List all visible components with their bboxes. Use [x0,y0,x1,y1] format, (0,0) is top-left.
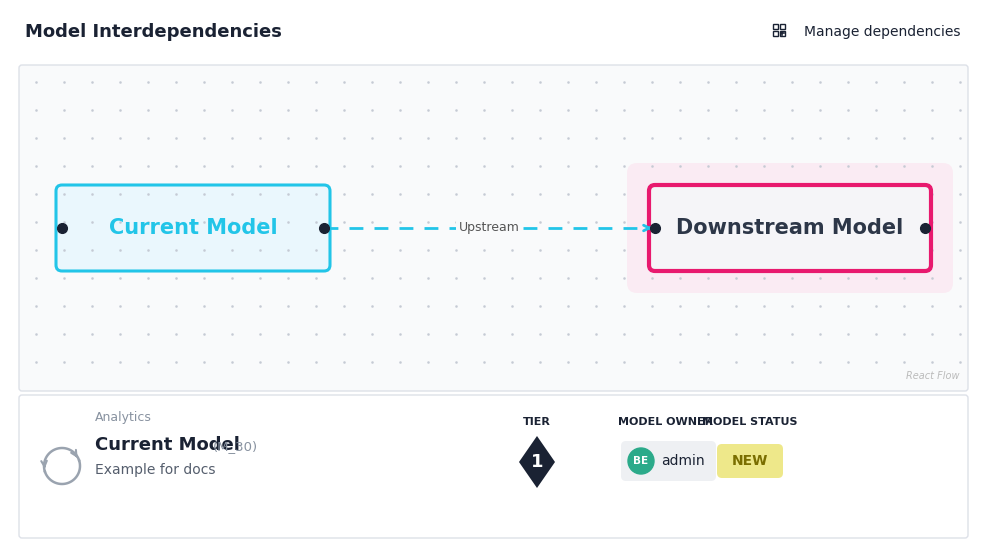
FancyBboxPatch shape [649,185,930,271]
Text: Analytics: Analytics [95,411,152,425]
Text: React Flow: React Flow [904,371,958,381]
Text: Current Model: Current Model [108,218,277,238]
FancyBboxPatch shape [19,65,967,391]
Text: Current Model: Current Model [95,436,240,454]
Text: NEW: NEW [731,454,767,468]
Text: (M_30): (M_30) [213,440,258,453]
Text: MODEL OWNER: MODEL OWNER [618,417,713,427]
FancyBboxPatch shape [626,163,952,293]
Text: MODEL STATUS: MODEL STATUS [701,417,797,427]
Text: Upstream: Upstream [458,221,520,234]
Text: admin: admin [661,454,704,468]
Text: Example for docs: Example for docs [95,463,215,477]
FancyBboxPatch shape [620,441,715,481]
FancyBboxPatch shape [56,185,329,271]
Circle shape [627,448,654,474]
Text: TIER: TIER [523,417,550,427]
FancyBboxPatch shape [716,444,782,478]
Polygon shape [519,436,554,488]
Text: Manage dependencies: Manage dependencies [803,25,959,39]
Text: Model Interdependencies: Model Interdependencies [25,23,282,41]
Text: 1: 1 [530,453,542,471]
FancyBboxPatch shape [19,395,967,538]
Text: BE: BE [633,456,648,466]
Text: Downstream Model: Downstream Model [675,218,903,238]
